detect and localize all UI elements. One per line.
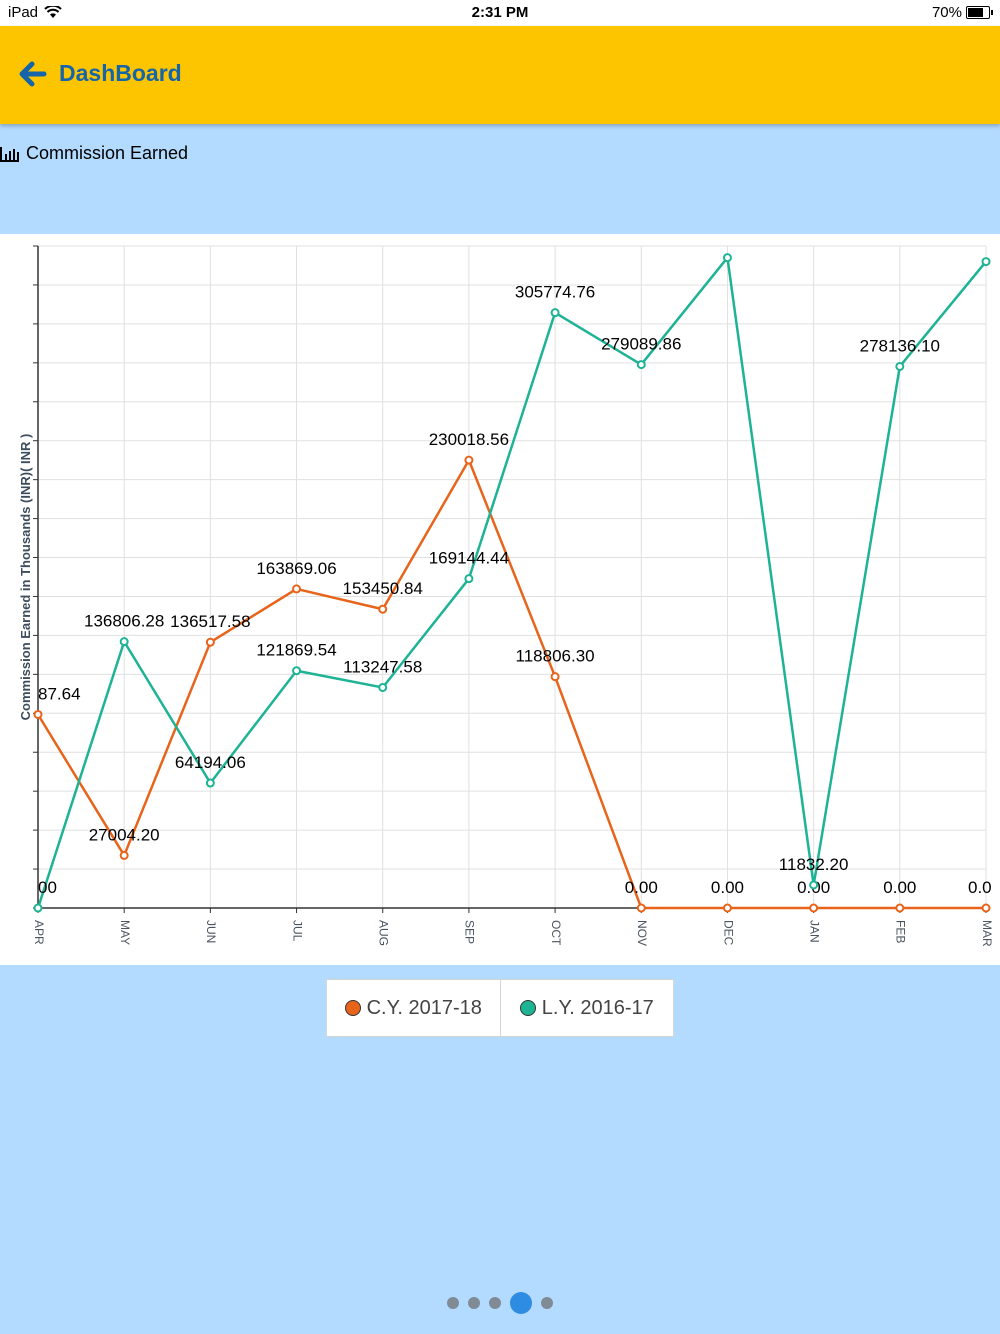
data-point [981,903,991,913]
data-point [550,308,560,318]
data-point [636,360,646,370]
data-point [636,903,646,913]
data-point [722,253,732,263]
data-label: 278136.10 [860,336,940,355]
battery-percent: 70% [931,4,962,21]
data-label: 87.64 [38,684,81,703]
data-point [895,361,905,371]
x-tick-label: MAR [980,920,994,947]
data-point [809,880,819,890]
data-point [205,637,215,647]
arrow-left-icon[interactable] [16,58,48,90]
bar-chart-icon [0,146,19,162]
chart-legend: C.Y. 2017-18 L.Y. 2016-17 [326,979,674,1037]
y-axis-label: Commission Earned in Thousands (INR)( IN… [18,434,33,721]
x-tick-label: SEP [463,920,477,944]
x-tick-label: NOV [635,920,649,946]
status-time: 2:31 PM [471,4,529,21]
data-label: 279089.86 [601,335,681,354]
status-bar: iPad 2:31 PM 70% [0,0,1000,26]
data-label: 0.00 [711,878,744,897]
data-point [292,666,302,676]
page-dot[interactable] [541,1297,553,1309]
app-header: DashBoard [0,26,1000,124]
legend-ly-marker [519,1000,536,1016]
legend-cy-marker [344,1000,361,1016]
chart-panel: APR MAY JUN JUL AUG SEP OCT NOV DEC JAN FEB MAR Comm… [0,234,1000,965]
data-label: 230018.56 [429,430,509,449]
data-point [550,672,560,682]
x-tick-label: OCT [549,920,563,946]
data-label: 118806.30 [516,647,595,666]
legend-ly-label: L.Y. 2016-17 [541,996,654,1019]
series-line [36,458,986,910]
page-dot[interactable] [468,1297,480,1309]
device-name: iPad [8,4,39,21]
section-title: Commission Earned [0,143,188,164]
data-point [464,574,474,584]
data-point [205,778,215,788]
data-label: 0.0 [968,878,992,897]
data-point [809,903,819,913]
data-point [119,850,129,860]
section-title-text: Commission Earned [26,143,189,163]
x-tick-label: AUG [377,920,391,946]
data-point [119,637,129,647]
page-dot-active[interactable] [510,1292,532,1314]
data-point [33,709,43,719]
data-label: 00 [38,878,57,897]
series-line [36,256,987,909]
data-point [464,455,474,465]
data-point [722,903,732,913]
wifi-icon [44,6,62,18]
data-label: 121869.54 [256,641,336,660]
data-label: 163869.06 [256,559,336,578]
x-tick-label: APR [32,920,46,945]
status-right: 70% [931,4,993,21]
data-point [378,604,388,614]
page-indicator [0,1292,1000,1314]
data-label: 305774.76 [515,283,595,302]
x-tick-label: JUL [290,920,304,942]
data-label: 113247.58 [343,658,422,677]
battery-icon [966,6,993,19]
legend-cy-label: C.Y. 2017-18 [366,996,482,1019]
data-label: 11832.20 [779,855,849,874]
x-tick-label: MAY [118,920,132,945]
data-label: 153450.84 [343,579,423,598]
page-dot[interactable] [447,1297,459,1309]
data-label: 64194.06 [175,753,246,772]
x-tick-label: FEB [894,920,908,943]
status-left: iPad [8,4,62,21]
data-label: 136806.28 [84,612,164,631]
data-label: 0.00 [883,878,916,897]
data-label: 169144.44 [429,549,509,568]
x-tick-label: JUN [204,920,218,943]
x-tick-label: DEC [721,920,735,946]
data-point [33,903,43,913]
legend-item-cy[interactable]: C.Y. 2017-18 [327,980,500,1036]
legend-item-ly[interactable]: L.Y. 2016-17 [499,980,674,1036]
data-label: 27004.20 [89,825,160,844]
data-point [981,257,991,267]
data-label: 0.00 [625,878,658,897]
data-point [292,584,302,594]
x-tick-label: JAN [807,920,821,943]
data-point [895,903,905,913]
data-label: 136517.58 [170,612,250,631]
page-title: DashBoard [59,60,182,86]
page-dot[interactable] [489,1297,501,1309]
line-chart: APR MAY JUN JUL AUG SEP OCT NOV DEC JAN FEB MAR Comm… [18,245,994,947]
data-point [378,683,388,693]
